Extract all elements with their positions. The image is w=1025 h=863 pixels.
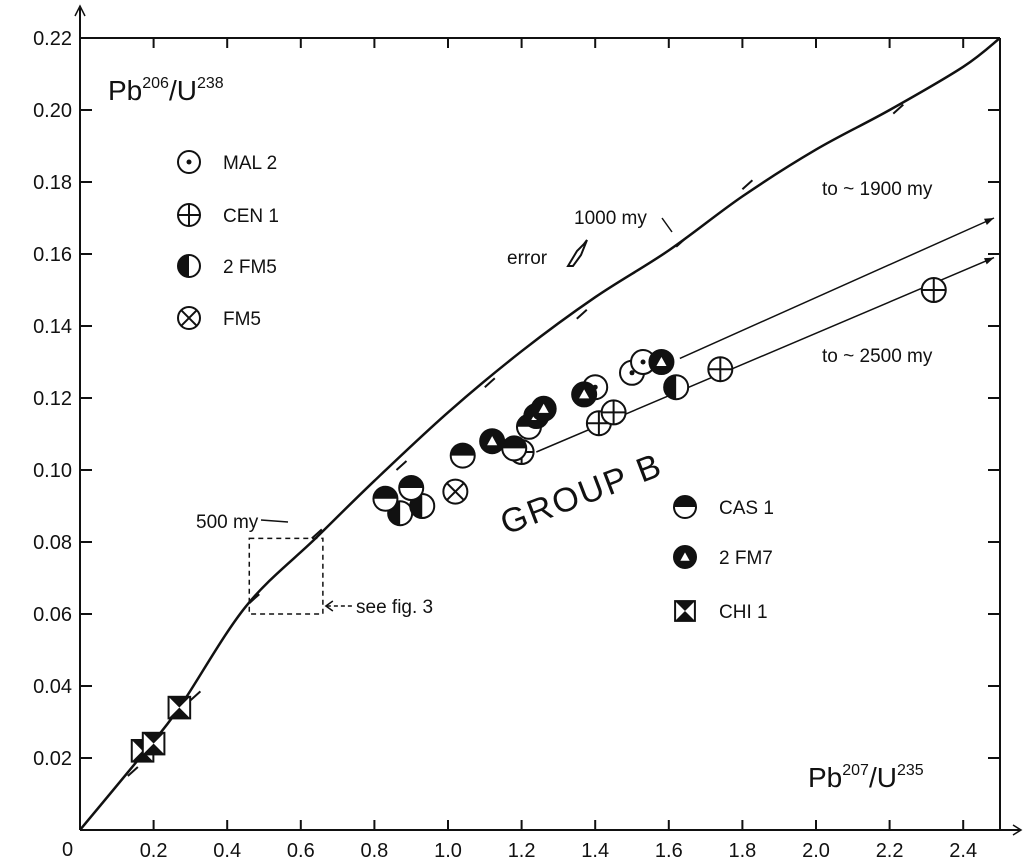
data-point — [141, 731, 166, 756]
trend-line — [679, 217, 995, 360]
x-axis-arrow-icon — [1012, 824, 1023, 836]
age-tick — [395, 460, 408, 471]
y-tick-label: 0.14 — [33, 316, 72, 338]
y-tick-label: 0.06 — [33, 604, 72, 626]
age-tick — [675, 237, 687, 248]
x-tick-label: 1.8 — [728, 840, 756, 862]
legend-label: 2 FM5 — [223, 257, 277, 278]
legend-item: FM5 — [177, 306, 261, 330]
age-500-leader — [260, 519, 289, 523]
x-tick-label: 0.4 — [213, 840, 241, 862]
y-axis-title: Pb206/U238 — [108, 75, 224, 106]
age-tick — [248, 593, 260, 604]
age-1000-label: 1000 my — [574, 208, 647, 229]
legend-label: CHI 1 — [719, 602, 768, 623]
data-point — [663, 374, 690, 401]
y-tick-label: 0.16 — [33, 244, 72, 266]
see-fig3-arrow-icon — [324, 600, 334, 612]
y-tick-label: 0.20 — [33, 100, 72, 122]
data-point — [479, 428, 506, 455]
legend-item: 2 FM7 — [673, 545, 773, 569]
y-tick-label: 0.10 — [33, 460, 72, 482]
to-2500-label: to ~ 2500 my — [822, 346, 933, 367]
axis-ticks: 0.2 0.4 0.6 0.8 1.0 1.2 1.4 1.6 1.8 2.0 2.2 2.4 0.02… — [33, 28, 1000, 862]
data-point — [449, 442, 476, 469]
age-1000-leader — [661, 217, 673, 233]
data-point — [167, 695, 192, 720]
age-tick — [892, 103, 904, 115]
age-500-label: 500 my — [196, 512, 259, 533]
trend-arrow-icon — [984, 257, 994, 265]
data-point — [707, 356, 734, 383]
y-tick-label: 0.08 — [33, 532, 72, 554]
x-axis-title: Pb207/U235 — [808, 762, 924, 793]
data-point — [648, 349, 675, 375]
age-tick — [484, 377, 496, 388]
y-tick-label: 0.22 — [33, 28, 72, 50]
legend-label: CEN 1 — [223, 206, 279, 227]
y-tick-label: 0.02 — [33, 748, 72, 770]
origin-label: 0 — [62, 839, 73, 861]
data-points-layer — [130, 277, 947, 763]
legend-item: CHI 1 — [674, 600, 768, 623]
x-tick-label: 0.8 — [360, 840, 388, 862]
legend-label: FM5 — [223, 309, 261, 330]
legend-item: 2 FM5 — [177, 254, 277, 278]
data-point — [530, 395, 557, 422]
legend-label: 2 FM7 — [719, 548, 773, 569]
plot-frame — [74, 4, 1023, 836]
x-tick-label: 2.4 — [949, 840, 977, 862]
data-point — [600, 399, 627, 426]
legend-item: CEN 1 — [177, 203, 279, 227]
legend-item: MAL 2 — [177, 150, 277, 174]
data-point — [501, 435, 528, 462]
legend-item: CAS 1 — [673, 495, 774, 519]
data-point — [372, 485, 399, 512]
see-fig3-box — [248, 537, 324, 615]
data-point — [442, 478, 469, 505]
x-tick-label: 1.2 — [508, 840, 536, 862]
concordia-curve-layer — [79, 37, 1001, 831]
error-ellipse-icon — [566, 239, 588, 267]
concordia-curve — [79, 37, 1001, 831]
x-tick-label: 0.2 — [140, 840, 168, 862]
age-tick — [741, 179, 754, 190]
age-tick — [576, 309, 588, 320]
legend-label: CAS 1 — [719, 498, 774, 519]
y-tick-label: 0.12 — [33, 388, 72, 410]
y-tick-label: 0.04 — [33, 676, 72, 698]
data-point — [920, 277, 947, 303]
error-label: error — [507, 248, 548, 269]
x-tick-label: 2.0 — [802, 840, 830, 862]
to-1900-label: to ~ 1900 my — [822, 179, 933, 200]
legend: MAL 2 CEN 1 2 FM5 FM5 CAS 1 2 FM7 CHI 1 — [177, 150, 774, 623]
y-axis-arrow-icon — [74, 4, 86, 17]
data-point — [398, 475, 425, 501]
see-fig-label: see fig. 3 — [356, 597, 433, 618]
age-tick — [311, 528, 323, 540]
legend-label: MAL 2 — [223, 153, 277, 174]
data-point — [571, 381, 598, 408]
trend-arrow-icon — [984, 218, 994, 225]
y-tick-label: 0.18 — [33, 172, 72, 194]
age-tick — [127, 766, 139, 777]
x-tick-label: 1.0 — [434, 840, 462, 862]
age-tick — [189, 690, 202, 702]
x-tick-label: 2.2 — [876, 840, 904, 862]
x-tick-label: 0.6 — [287, 840, 315, 862]
x-tick-label: 1.6 — [655, 840, 683, 862]
x-tick-label: 1.4 — [581, 840, 609, 862]
